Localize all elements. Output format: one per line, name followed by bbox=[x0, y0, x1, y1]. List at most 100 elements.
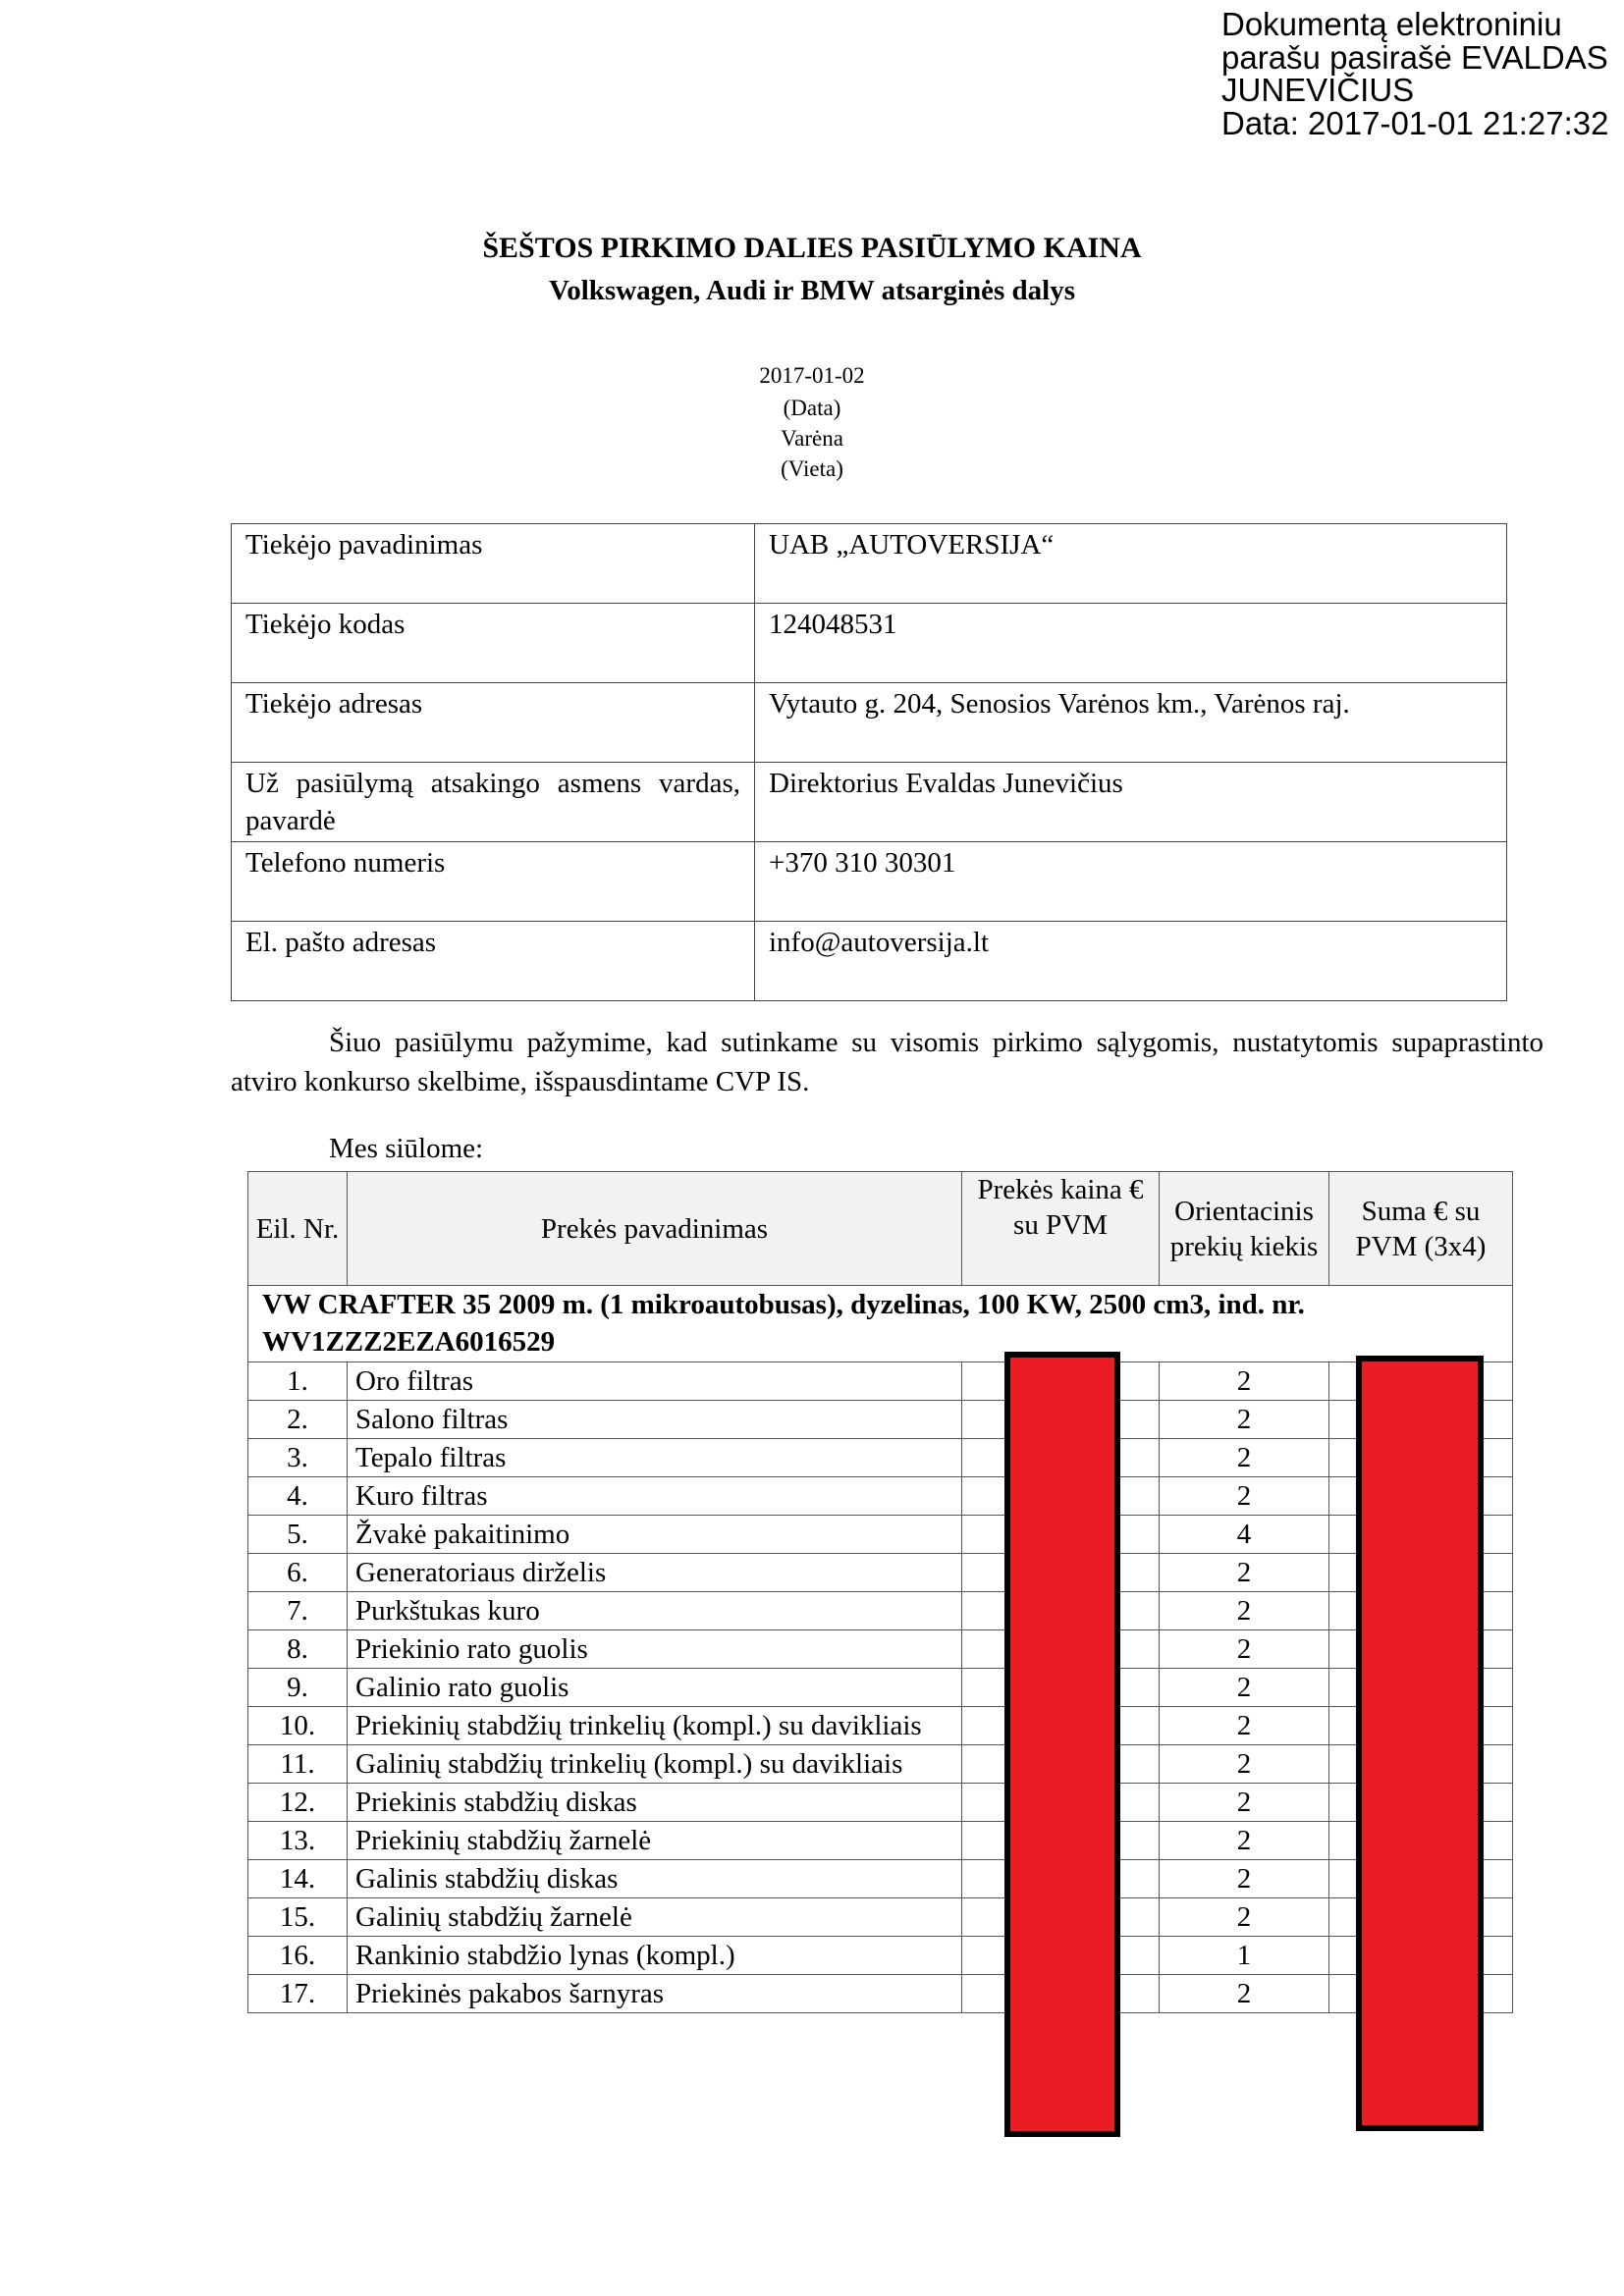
header-name: Prekės pavadinimas bbox=[347, 1171, 962, 1286]
item-name: Galinis stabdžių diskas bbox=[347, 1859, 962, 1898]
item-quantity: 1 bbox=[1159, 1936, 1329, 1975]
supplier-row: Tiekėjo pavadinimas UAB „AUTOVERSIJA“ bbox=[231, 523, 1507, 604]
header-nr: Eil. Nr. bbox=[247, 1171, 348, 1286]
item-number: 17. bbox=[247, 1974, 348, 2013]
table-row: 4. Kuro filtras 2 bbox=[247, 1476, 1513, 1516]
item-quantity: 2 bbox=[1159, 1974, 1329, 2013]
item-quantity: 2 bbox=[1159, 1629, 1329, 1669]
items-table: Eil. Nr. Prekės pavadinimas Prekės kaina… bbox=[247, 1171, 1513, 2013]
supplier-value: +370 310 30301 bbox=[754, 841, 1507, 922]
agreement-paragraph: Šiuo pasiūlymu pažymime, kad sutinkame s… bbox=[231, 1023, 1543, 1101]
item-number: 2. bbox=[247, 1400, 348, 1439]
date-label: (Data) bbox=[783, 396, 841, 420]
signature-line: parašu pasirašė EVALDAS bbox=[1221, 38, 1608, 76]
item-quantity: 2 bbox=[1159, 1438, 1329, 1477]
supplier-value: info@autoversija.lt bbox=[754, 921, 1507, 1001]
item-name: Purkštukas kuro bbox=[347, 1591, 962, 1630]
item-quantity: 2 bbox=[1159, 1897, 1329, 1937]
item-quantity: 4 bbox=[1159, 1515, 1329, 1554]
item-name: Tepalo filtras bbox=[347, 1438, 962, 1477]
table-row: 11. Galinių stabdžių trinkelių (kompl.) s… bbox=[247, 1744, 1513, 1784]
item-number: 5. bbox=[247, 1515, 348, 1554]
supplier-value: 124048531 bbox=[754, 603, 1507, 683]
supplier-value: Vytauto g. 204, Senosios Varėnos km., Va… bbox=[754, 682, 1507, 763]
supplier-row: Tiekėjo kodas 124048531 bbox=[231, 603, 1507, 683]
item-number: 6. bbox=[247, 1553, 348, 1592]
table-row: 7. Purkštukas kuro 2 bbox=[247, 1591, 1513, 1630]
header-quantity: Orientacinis prekių kiekis bbox=[1159, 1171, 1329, 1286]
supplier-row: Už pasiūlymą atsakingo asmens vardas, pa… bbox=[231, 762, 1507, 842]
supplier-row: El. pašto adresas info@autoversija.lt bbox=[231, 921, 1507, 1001]
redaction-box-sum bbox=[1356, 1356, 1484, 2131]
document-subtitle: Volkswagen, Audi ir BMW atsarginės dalys bbox=[548, 275, 1076, 306]
item-quantity: 2 bbox=[1159, 1744, 1329, 1784]
item-number: 9. bbox=[247, 1668, 348, 1707]
supplier-label: Tiekėjo adresas bbox=[231, 682, 755, 763]
document-title: ŠEŠTOS PIRKIMO DALIES PASIŪLYMO KAINA bbox=[482, 232, 1142, 264]
table-row: 14. Galinis stabdžių diskas 2 bbox=[247, 1859, 1513, 1898]
item-quantity: 2 bbox=[1159, 1821, 1329, 1860]
item-name: Priekinio rato guolis bbox=[347, 1629, 962, 1669]
item-number: 4. bbox=[247, 1476, 348, 1516]
supplier-label: Tiekėjo pavadinimas bbox=[231, 523, 755, 604]
item-number: 3. bbox=[247, 1438, 348, 1477]
item-quantity: 2 bbox=[1159, 1706, 1329, 1745]
item-quantity: 2 bbox=[1159, 1553, 1329, 1592]
table-row: 3. Tepalo filtras 2 bbox=[247, 1438, 1513, 1477]
place-label: (Vieta) bbox=[781, 456, 843, 481]
supplier-info-table: Tiekėjo pavadinimas UAB „AUTOVERSIJA“ Tiek… bbox=[231, 523, 1507, 1001]
table-header-row: Eil. Nr. Prekės pavadinimas Prekės kaina… bbox=[247, 1171, 1513, 1286]
vehicle-group-title: VW CRAFTER 35 2009 m. (1 mikroautobusas)… bbox=[247, 1285, 1513, 1362]
table-row: 9. Galinio rato guolis 2 bbox=[247, 1668, 1513, 1707]
item-name: Kuro filtras bbox=[347, 1476, 962, 1516]
vehicle-group-row: VW CRAFTER 35 2009 m. (1 mikroautobusas)… bbox=[247, 1285, 1513, 1362]
table-row: 12. Priekinis stabdžių diskas 2 bbox=[247, 1783, 1513, 1822]
signature-line: Dokumentą elektroniniu bbox=[1221, 6, 1562, 42]
supplier-value: UAB „AUTOVERSIJA“ bbox=[754, 523, 1507, 604]
table-row: 10. Priekinių stabdžių trinkelių (kompl.)… bbox=[247, 1706, 1513, 1745]
table-row: 17. Priekinės pakabos šarnyras 2 bbox=[247, 1974, 1513, 2013]
document-date: 2017-01-02 bbox=[759, 363, 865, 388]
item-number: 7. bbox=[247, 1591, 348, 1630]
offer-label: Mes siūlome: bbox=[329, 1133, 484, 1164]
item-name: Galinių stabdžių žarnelė bbox=[347, 1897, 962, 1937]
item-name: Priekinių stabdžių žarnelė bbox=[347, 1821, 962, 1860]
item-name: Priekinis stabdžių diskas bbox=[347, 1783, 962, 1822]
item-quantity: 2 bbox=[1159, 1859, 1329, 1898]
item-name: Generatoriaus dirželis bbox=[347, 1553, 962, 1592]
item-quantity: 2 bbox=[1159, 1400, 1329, 1439]
header-price: Prekės kaina € su PVM bbox=[961, 1171, 1160, 1286]
item-number: 12. bbox=[247, 1783, 348, 1822]
header-sum: Suma € su PVM (3x4) bbox=[1328, 1171, 1513, 1286]
redaction-box-price bbox=[1004, 1352, 1120, 2137]
document-place: Varėna bbox=[781, 426, 843, 451]
item-number: 10. bbox=[247, 1706, 348, 1745]
signature-line: JUNEVIČIUS bbox=[1221, 72, 1415, 108]
supplier-label: Telefono numeris bbox=[231, 841, 755, 922]
item-name: Priekinių stabdžių trinkelių (kompl.) su… bbox=[347, 1706, 962, 1745]
item-name: Salono filtras bbox=[347, 1400, 962, 1439]
item-quantity: 2 bbox=[1159, 1591, 1329, 1630]
item-quantity: 2 bbox=[1159, 1668, 1329, 1707]
agreement-text: Šiuo pasiūlymu pažymime, kad sutinkame s… bbox=[231, 1027, 1543, 1097]
supplier-label: Už pasiūlymą atsakingo asmens vardas, pa… bbox=[231, 762, 755, 842]
item-number: 13. bbox=[247, 1821, 348, 1860]
supplier-row: Tiekėjo adresas Vytauto g. 204, Senosios … bbox=[231, 682, 1507, 763]
supplier-label: El. pašto adresas bbox=[231, 921, 755, 1001]
supplier-label: Tiekėjo kodas bbox=[231, 603, 755, 683]
table-row: 15. Galinių stabdžių žarnelė 2 bbox=[247, 1897, 1513, 1937]
item-number: 1. bbox=[247, 1362, 348, 1401]
supplier-value: Direktorius Evaldas Junevičius bbox=[754, 762, 1507, 842]
item-number: 15. bbox=[247, 1897, 348, 1937]
table-row: 13. Priekinių stabdžių žarnelė 2 bbox=[247, 1821, 1513, 1860]
table-row: 2. Salono filtras 2 bbox=[247, 1400, 1513, 1439]
table-row: 1. Oro filtras 2 bbox=[247, 1362, 1513, 1401]
item-quantity: 2 bbox=[1159, 1476, 1329, 1516]
item-number: 14. bbox=[247, 1859, 348, 1898]
supplier-row: Telefono numeris +370 310 30301 bbox=[231, 841, 1507, 922]
table-row: 5. Žvakė pakaitinimo 4 bbox=[247, 1515, 1513, 1554]
item-name: Priekinės pakabos šarnyras bbox=[347, 1974, 962, 2013]
item-quantity: 2 bbox=[1159, 1783, 1329, 1822]
item-quantity: 2 bbox=[1159, 1362, 1329, 1401]
table-row: 8. Priekinio rato guolis 2 bbox=[247, 1629, 1513, 1669]
